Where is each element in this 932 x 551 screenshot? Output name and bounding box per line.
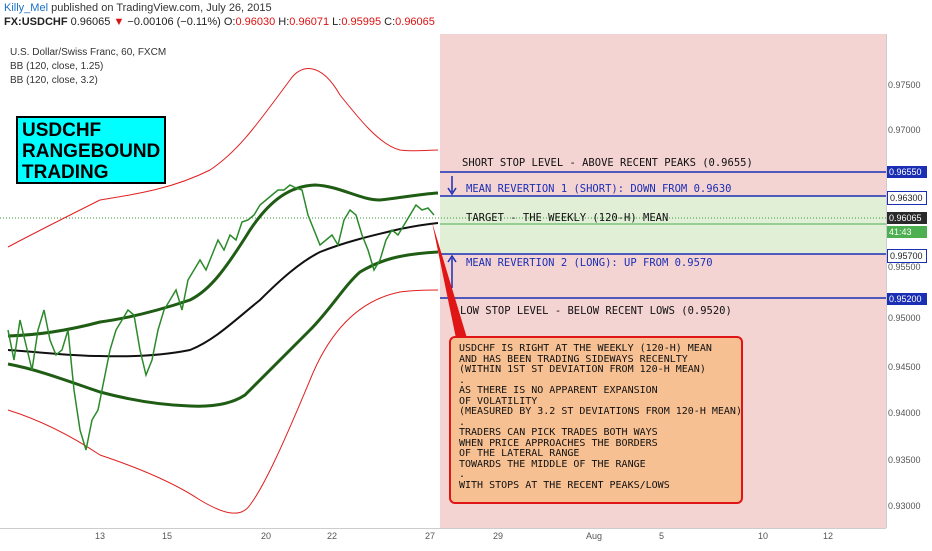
price-tick: 0.97000	[888, 125, 921, 135]
rangebound-title-box: USDCHF RANGEBOUND TRADING	[16, 116, 166, 184]
time-tick: 29	[493, 531, 504, 541]
price-tick: 0.95000	[888, 313, 921, 323]
symbol-name[interactable]: FX:USDCHF	[4, 16, 68, 28]
price-candles	[7, 184, 435, 451]
rangebound-line1: USDCHF	[22, 120, 102, 141]
note-line: (MEASURED BY 3.2 ST DEVIATIONS FROM 120-…	[459, 406, 742, 417]
note-pointer	[432, 222, 470, 348]
price-tag-mean-rev2: 0.95700	[887, 249, 927, 263]
bb-outer-upper	[7, 68, 439, 248]
price-tag-low-stop: 0.95200	[887, 293, 927, 305]
open-label: O:	[223, 16, 236, 28]
price-tick: 0.94500	[888, 362, 921, 372]
close-value: 0.96065	[395, 16, 435, 28]
note-line: WITH STOPS AT THE RECENT PEAKS/LOWS	[459, 479, 670, 491]
mean-rev2-label: MEAN REVERTION 2 (LONG): UP FROM 0.9570	[466, 257, 713, 269]
note-line: OF VOLATILITY	[459, 395, 538, 407]
legend-bb2[interactable]: BB (120, close, 3.2)	[10, 75, 98, 86]
legend-title: U.S. Dollar/Swiss Franc, 60, FXCM	[10, 47, 167, 58]
high-value: 0.96071	[289, 16, 330, 28]
time-tick: 27	[425, 531, 436, 541]
price-tick: 0.93500	[888, 455, 921, 465]
note-line: AS THERE IS NO APPARENT EXPANSION	[459, 385, 658, 396]
bb-inner-upper	[7, 183, 439, 338]
high-label: H:	[278, 16, 290, 28]
price-tag-current: 0.96065	[887, 212, 927, 224]
time-tick: 20	[261, 531, 272, 541]
target-label: TARGET - THE WEEKLY (120-H) MEAN	[466, 212, 669, 224]
target-zone	[440, 196, 886, 254]
price-tick: 0.97500	[888, 80, 921, 90]
price-axis[interactable]	[886, 34, 932, 528]
time-tick: 22	[327, 531, 338, 541]
publish-header: Killy_Mel published on TradingView.com, …	[4, 2, 272, 14]
countdown-tag: 41:43	[887, 226, 927, 238]
low-label: L:	[332, 16, 342, 28]
note-line: TRADERS CAN PICK TRADES BOTH WAYS	[459, 427, 658, 438]
down-arrow-short-head	[447, 187, 457, 196]
time-tick: 5	[659, 531, 665, 541]
close-label: C:	[384, 16, 396, 28]
note-line: .	[459, 416, 466, 428]
rangebound-line2: RANGEBOUND	[22, 141, 161, 162]
last-price: 0.96065	[70, 16, 111, 28]
open-value: 0.96030	[235, 16, 276, 28]
time-tick: 13	[95, 531, 106, 541]
mean-rev1-label: MEAN REVERTION 1 (SHORT): DOWN FROM 0.96…	[466, 183, 732, 195]
analysis-note: USDCHF IS RIGHT AT THE WEEKLY (120-H) ME…	[449, 336, 743, 504]
price-tick: 0.93000	[888, 501, 921, 511]
note-line: TOWARDS THE MIDDLE OF THE RANGE	[459, 458, 646, 470]
note-line: WHEN PRICE APPROACHES THE BORDERS	[459, 437, 658, 449]
price-tag-short-stop: 0.96550	[887, 166, 927, 178]
bb-outer-lower	[7, 289, 439, 514]
time-tick: Aug	[586, 531, 603, 541]
rangebound-line3: TRADING	[22, 162, 109, 183]
price-chart[interactable]	[0, 34, 886, 528]
author-link[interactable]: Killy_Mel	[4, 2, 49, 14]
down-arrow-icon: ▼	[113, 16, 125, 28]
moving-average-120	[7, 222, 439, 358]
bb-inner-lower	[7, 250, 439, 408]
legend-bb1[interactable]: BB (120, close, 1.25)	[10, 61, 104, 72]
publish-info: published on TradingView.com, July 26, 2…	[51, 2, 272, 14]
up-arrow-long-head	[447, 254, 457, 263]
low-value: 0.95995	[341, 16, 382, 28]
note-line: USDCHF IS RIGHT AT THE WEEKLY (120-H) ME…	[459, 343, 712, 354]
price-tick: 0.95500	[888, 262, 921, 272]
time-axis[interactable]	[0, 528, 886, 551]
time-tick: 12	[823, 531, 834, 541]
chart-legend: U.S. Dollar/Swiss Franc, 60, FXCM BB (12…	[10, 46, 166, 88]
note-line: .	[459, 374, 466, 386]
note-line: OF THE LATERAL RANGE	[459, 448, 580, 459]
price-tick: 0.94000	[888, 408, 921, 418]
time-tick: 15	[162, 531, 173, 541]
time-tick: 10	[758, 531, 769, 541]
price-tag-mean-rev1: 0.96300	[887, 191, 927, 205]
symbol-header: FX:USDCHF 0.96065 ▼ −0.00106 (−0.11%) O:…	[4, 16, 435, 28]
low-stop-label: LOW STOP LEVEL - BELOW RECENT LOWS (0.95…	[460, 305, 732, 317]
note-line: (WITHIN 1ST ST DEVIATION FROM 120-H MEAN…	[459, 364, 706, 375]
note-line: .	[459, 469, 466, 480]
price-change: −0.00106 (−0.11%)	[127, 16, 221, 28]
note-line: AND HAS BEEN TRADING SIDEWAYS RECENLTY	[459, 353, 688, 365]
short-stop-label: SHORT STOP LEVEL - ABOVE RECENT PEAKS (0…	[462, 157, 753, 169]
